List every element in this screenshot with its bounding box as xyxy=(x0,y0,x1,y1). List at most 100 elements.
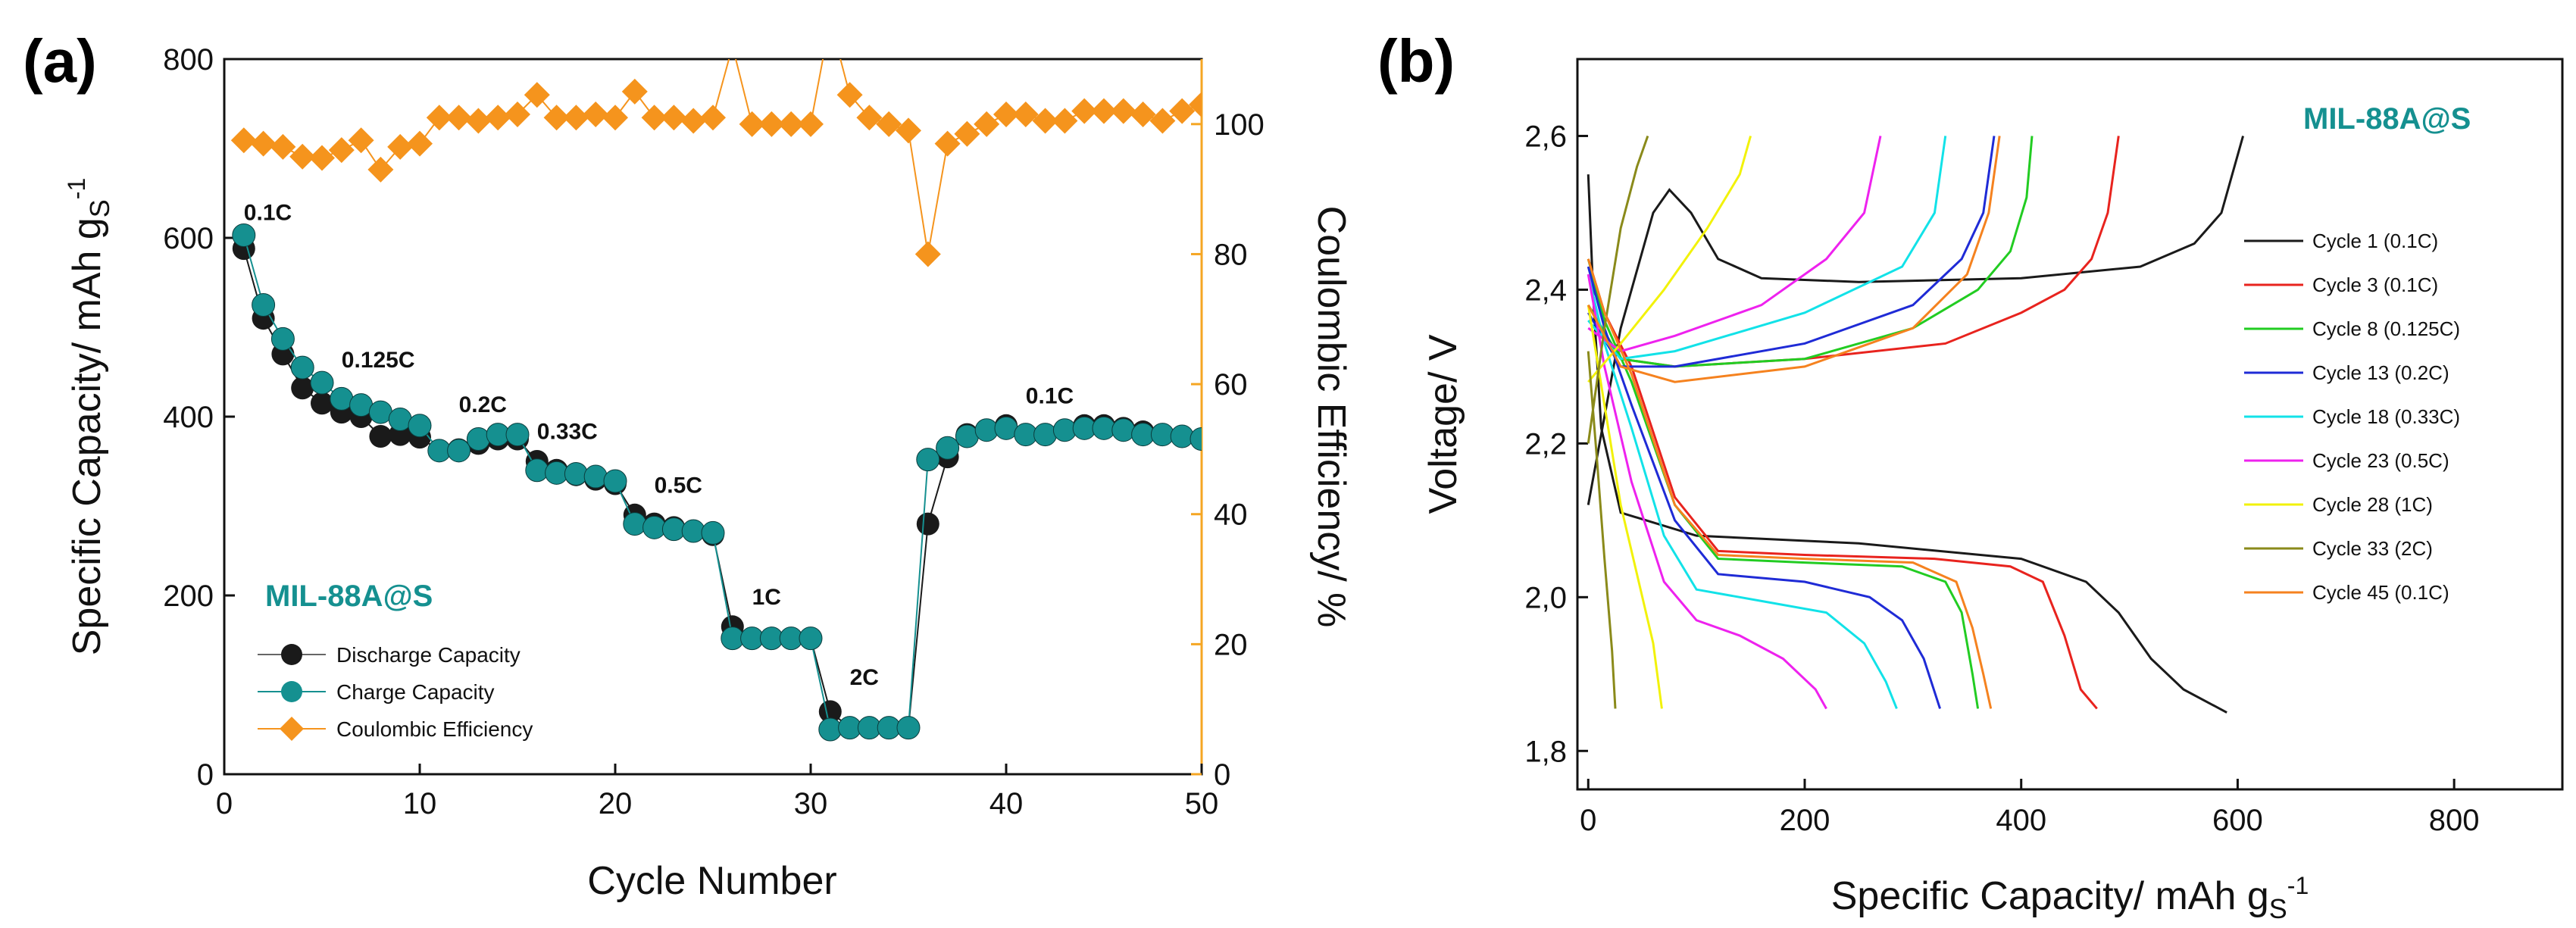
charge-point xyxy=(701,520,725,545)
ce-point xyxy=(954,120,980,147)
ce-point xyxy=(758,111,785,137)
ce-point xyxy=(818,8,843,33)
y-right-tick-label: 100 xyxy=(1214,108,1265,142)
charge-point xyxy=(916,448,940,472)
charge-curve xyxy=(1587,136,2120,368)
y-left-tick-label: 600 xyxy=(163,222,214,255)
panel-a-material-label: MIL-88A@S xyxy=(265,580,433,613)
ce-point xyxy=(1110,98,1136,124)
charge-point xyxy=(1170,424,1194,448)
ce-point xyxy=(270,133,296,160)
series-coulombic-efficiency xyxy=(230,8,1202,267)
panel-b-x-axis-title-sup: -1 xyxy=(2287,872,2309,899)
ce-point xyxy=(661,105,687,131)
x-tick-label: 800 xyxy=(2429,804,2480,837)
charge-curve xyxy=(1587,136,2245,505)
x-tick-label: 40 xyxy=(989,787,1024,820)
curve-cycle-8-0-125c- xyxy=(1587,136,2034,709)
ce-point xyxy=(465,108,492,134)
ce-point xyxy=(230,127,257,154)
charge-point xyxy=(1190,427,1202,451)
ce-point xyxy=(524,82,550,108)
ce-point xyxy=(700,105,726,131)
rate-label: 0.5C xyxy=(655,473,702,498)
rate-label: 0.1C xyxy=(1026,383,1074,408)
discharge-point xyxy=(916,512,939,536)
charge-point xyxy=(252,293,276,317)
panel-b-material-label: MIL-88A@S xyxy=(2303,102,2471,136)
legend-marker-discharge xyxy=(281,644,302,665)
y-right-tick-label: 60 xyxy=(1214,368,1248,402)
legend-label-charge: Charge Capacity xyxy=(336,680,495,704)
ce-point xyxy=(445,105,472,131)
panel-b-frame xyxy=(1576,58,2564,791)
rate-label: 1C xyxy=(752,585,781,610)
x-tick-label: 400 xyxy=(1996,804,2046,837)
ce-point xyxy=(778,111,805,137)
panel-b: (b) 0 200 400 600 800 1,8 2,0 2,2 2,4 2,6 Specif… xyxy=(1377,27,2564,924)
y-tick-label: 2,6 xyxy=(1524,120,1567,153)
ce-point xyxy=(836,82,863,108)
ce-point xyxy=(1012,101,1039,127)
y-right-tick-label: 20 xyxy=(1214,628,1248,661)
charge-curve xyxy=(1587,136,1752,383)
x-tick-label: 10 xyxy=(403,787,437,820)
charge-point xyxy=(1111,418,1136,442)
panel-b-x-axis-title: Specific Capacity/ mAh gS-1 xyxy=(1831,872,2309,924)
legend-label: Cycle 23 (0.5C) xyxy=(2312,449,2449,472)
ce-point xyxy=(621,78,648,105)
ce-point xyxy=(896,117,921,144)
ce-point xyxy=(680,108,707,134)
y-right-tick-label: 80 xyxy=(1214,238,1248,271)
ce-point xyxy=(583,101,609,127)
legend-label: Cycle 33 (2C) xyxy=(2312,537,2433,560)
ce-point xyxy=(328,137,355,164)
charge-point xyxy=(1033,423,1058,447)
legend-marker-charge xyxy=(281,681,302,702)
charge-point xyxy=(799,626,823,651)
rate-label: 0.125C xyxy=(342,348,415,373)
y-tick-label: 2,4 xyxy=(1524,273,1567,307)
charge-point xyxy=(583,464,608,489)
charge-point xyxy=(270,327,295,351)
panel-a-left-axis-title-main: Specific Capacity/ mAh g xyxy=(65,217,109,655)
charge-point xyxy=(603,469,627,493)
charge-point xyxy=(525,458,549,483)
rate-label: 0.1C xyxy=(244,200,292,225)
legend-label-discharge: Discharge Capacity xyxy=(336,643,521,667)
ce-point xyxy=(563,105,589,131)
x-tick-label: 0 xyxy=(216,787,233,820)
curve-cycle-23-0-5c- xyxy=(1587,136,1882,710)
discharge-point xyxy=(311,392,333,415)
series-charge-capacity xyxy=(232,223,1202,742)
legend-label: Cycle 1 (0.1C) xyxy=(2312,230,2438,252)
ce-point xyxy=(856,105,883,131)
charge-point xyxy=(936,436,960,460)
panel-b-x-axis-title-sub: S xyxy=(2269,893,2287,924)
panel-a-left-axis-title: Specific Capacity/ mAh gS-1 xyxy=(63,178,115,656)
legend-label: Cycle 3 (0.1C) xyxy=(2312,273,2438,296)
ce-point xyxy=(505,101,530,127)
ce-point xyxy=(485,105,511,131)
y-left-tick-label: 400 xyxy=(163,401,214,434)
x-tick-label: 20 xyxy=(599,787,633,820)
charge-point xyxy=(466,427,490,451)
y-left-tick-label: 800 xyxy=(163,43,214,77)
legend-label: Cycle 8 (0.125C) xyxy=(2312,317,2460,340)
x-tick-label: 600 xyxy=(2212,804,2263,837)
panel-a: (a) 0 10 20 30 40 50 0 200 400 600 800 0 20 40 60 80 1… xyxy=(23,8,1353,903)
curve-cycle-1-0-1c- xyxy=(1587,136,2245,714)
rate-label: 0.33C xyxy=(537,420,598,445)
charge-point xyxy=(447,439,471,463)
discharge-curve xyxy=(1587,258,2098,710)
ce-point xyxy=(289,143,316,170)
charge-curve xyxy=(1587,136,1947,361)
panel-a-left-axis-title-sup: -1 xyxy=(63,178,90,199)
ce-point xyxy=(367,156,394,183)
rate-label: 2C xyxy=(850,665,879,690)
ce-point xyxy=(387,133,414,160)
ce-point xyxy=(1052,108,1078,134)
legend-label: Cycle 28 (1C) xyxy=(2312,493,2433,516)
panel-a-label: (a) xyxy=(23,27,97,95)
